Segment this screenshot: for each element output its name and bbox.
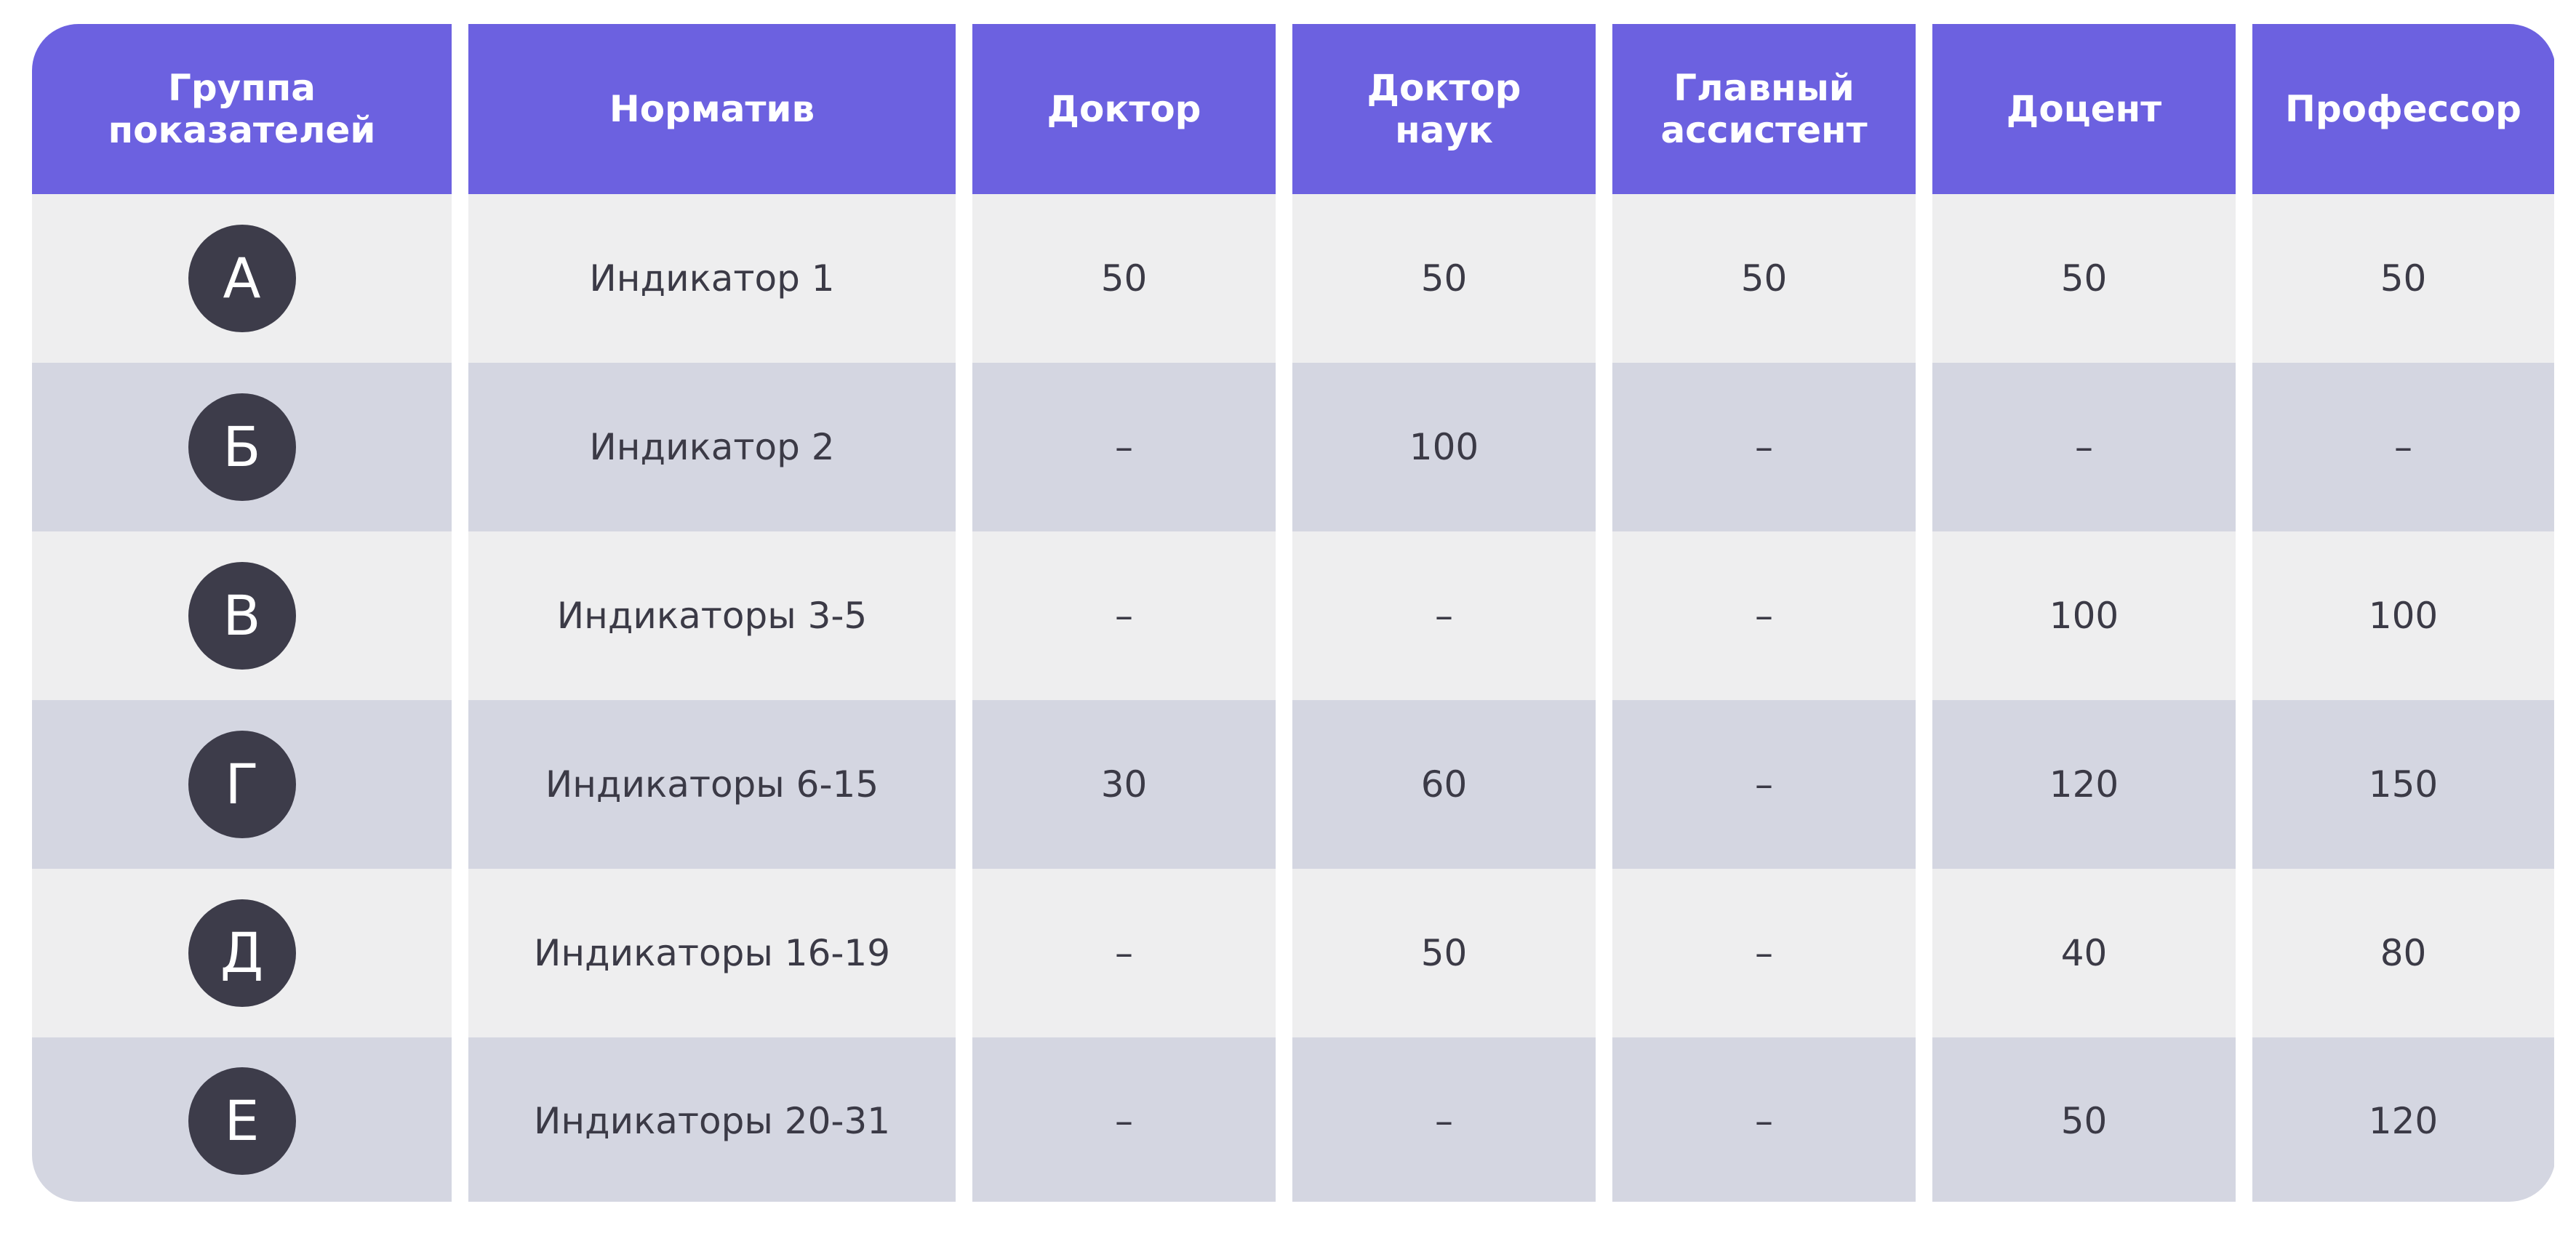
header-professor: Профессор (2252, 24, 2554, 194)
value-cell: 30 (972, 700, 1276, 869)
table-grid: Группа показателей Норматив Доктор Докто… (32, 24, 2556, 1202)
value-cell: 50 (1932, 194, 2236, 363)
value-cell: 100 (1292, 363, 1596, 531)
header-group: Группа показателей (32, 24, 452, 194)
group-badge: Б (188, 393, 296, 501)
norm-cell: Индикатор 1 (468, 194, 956, 363)
group-cell: Г (32, 700, 452, 869)
group-badge: Е (188, 1067, 296, 1175)
value-cell: 50 (972, 194, 1276, 363)
value-cell: – (972, 1037, 1276, 1202)
norm-cell: Индикаторы 16-19 (468, 869, 956, 1037)
norm-cell: Индикаторы 3-5 (468, 531, 956, 700)
value-cell: – (1612, 363, 1916, 531)
group-cell: В (32, 531, 452, 700)
value-cell: – (1932, 363, 2236, 531)
value-cell: – (1612, 1037, 1916, 1202)
header-doctor: Доктор (972, 24, 1276, 194)
value-cell: – (2252, 363, 2554, 531)
value-cell: 100 (1932, 531, 2236, 700)
value-cell: – (1612, 531, 1916, 700)
group-cell: А (32, 194, 452, 363)
header-doctor-of-sciences: Доктор наук (1292, 24, 1596, 194)
header-docent: Доцент (1932, 24, 2236, 194)
value-cell: – (972, 531, 1276, 700)
group-badge: Г (188, 731, 296, 838)
indicators-table: Группа показателей Норматив Доктор Докто… (32, 24, 2556, 1202)
group-badge: В (188, 562, 296, 670)
value-cell: 120 (2252, 1037, 2554, 1202)
group-cell: Б (32, 363, 452, 531)
value-cell: – (1292, 531, 1596, 700)
value-cell: – (972, 363, 1276, 531)
group-badge: А (188, 225, 296, 332)
group-cell: Д (32, 869, 452, 1037)
value-cell: 40 (1932, 869, 2236, 1037)
value-cell: 50 (2252, 194, 2554, 363)
norm-cell: Индикаторы 20-31 (468, 1037, 956, 1202)
value-cell: 50 (1292, 194, 1596, 363)
header-norm: Норматив (468, 24, 956, 194)
value-cell: 100 (2252, 531, 2554, 700)
value-cell: 60 (1292, 700, 1596, 869)
value-cell: 80 (2252, 869, 2554, 1037)
norm-cell: Индикатор 2 (468, 363, 956, 531)
value-cell: 50 (1292, 869, 1596, 1037)
value-cell: – (1612, 869, 1916, 1037)
group-cell: Е (32, 1037, 452, 1202)
value-cell: – (1612, 700, 1916, 869)
header-chief-assistant: Главный ассистент (1612, 24, 1916, 194)
value-cell: 150 (2252, 700, 2554, 869)
value-cell: – (1292, 1037, 1596, 1202)
value-cell: 120 (1932, 700, 2236, 869)
value-cell: 50 (1612, 194, 1916, 363)
group-badge: Д (188, 899, 296, 1007)
norm-cell: Индикаторы 6-15 (468, 700, 956, 869)
value-cell: 50 (1932, 1037, 2236, 1202)
value-cell: – (972, 869, 1276, 1037)
